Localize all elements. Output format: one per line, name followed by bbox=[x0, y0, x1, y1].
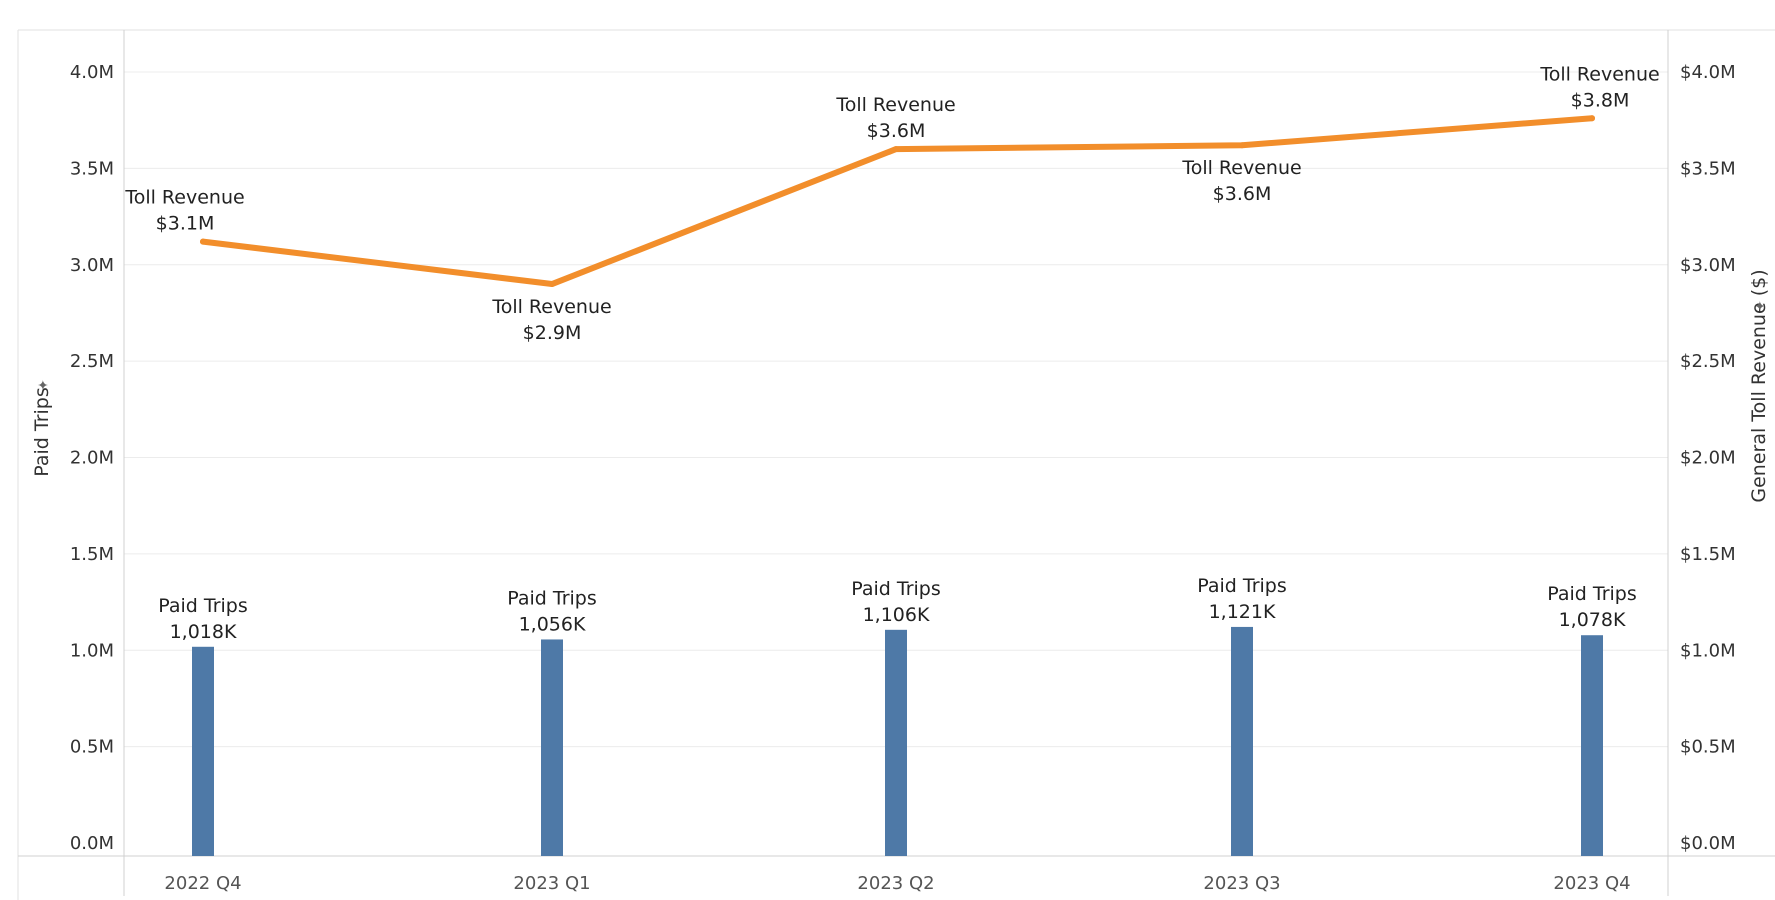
pin-icon[interactable]: ✦ bbox=[36, 379, 52, 391]
right-tick-label: $2.0M bbox=[1680, 448, 1736, 469]
category-label: 2023 Q2 bbox=[857, 873, 934, 894]
right-tick-label: $2.5M bbox=[1680, 351, 1736, 372]
toll-revenue-point bbox=[200, 238, 206, 245]
paid-trips-label-value: 1,106K bbox=[863, 604, 930, 626]
toll-revenue-point bbox=[549, 281, 555, 288]
left-tick-label: 2.5M bbox=[70, 351, 114, 372]
right-tick-label: $1.5M bbox=[1680, 544, 1736, 565]
left-tick-label: 0.5M bbox=[70, 737, 114, 758]
paid-trips-label-value: 1,078K bbox=[1559, 609, 1626, 631]
toll-revenue-point bbox=[1239, 142, 1245, 149]
left-axis-title: Paid Trips bbox=[31, 387, 53, 477]
category-labels: 2022 Q4 2023 Q1 2023 Q2 2023 Q3 2023 Q4 bbox=[164, 873, 1630, 894]
category-label: 2023 Q4 bbox=[1553, 873, 1630, 894]
left-tick-label: 3.0M bbox=[70, 255, 114, 276]
toll-revenue-label-value: $3.6M bbox=[1213, 183, 1272, 205]
paid-trips-bar bbox=[1581, 635, 1603, 856]
left-axis-title-group: Paid Trips bbox=[31, 387, 53, 477]
toll-revenue-point bbox=[893, 146, 899, 153]
toll-revenue-label-name: Toll Revenue bbox=[124, 187, 244, 209]
toll-revenue-label-value: $3.1M bbox=[156, 213, 215, 235]
paid-trips-bar bbox=[885, 629, 907, 856]
paid-trips-bar bbox=[192, 646, 214, 856]
toll-revenue-label-name: Toll Revenue bbox=[1181, 157, 1301, 179]
paid-trips-label-name: Paid Trips bbox=[1547, 583, 1637, 605]
right-axis-title-group: General Toll Revenue ($) bbox=[1748, 269, 1770, 502]
category-label: 2023 Q1 bbox=[513, 873, 590, 894]
paid-trips-bar bbox=[1231, 626, 1253, 856]
toll-revenue-point bbox=[1589, 115, 1595, 122]
toll-revenue-data-labels: Toll Revenue $3.1M Toll Revenue $2.9M Toll R… bbox=[124, 63, 1659, 344]
right-tick-label: $4.0M bbox=[1680, 62, 1736, 83]
toll-revenue-series-line bbox=[200, 115, 1595, 288]
left-tick-label: 1.0M bbox=[70, 640, 114, 661]
paid-trips-bars bbox=[192, 626, 1603, 856]
category-label: 2023 Q3 bbox=[1203, 873, 1280, 894]
pin-icon[interactable]: ✦ bbox=[1753, 300, 1769, 312]
category-label: 2022 Q4 bbox=[164, 873, 241, 894]
paid-trips-data-labels: Paid Trips 1,018K Paid Trips 1,056K Paid Tri… bbox=[158, 575, 1637, 643]
toll-revenue-label-value: $3.8M bbox=[1571, 89, 1630, 111]
toll-revenue-label-name: Toll Revenue bbox=[1539, 63, 1659, 85]
left-tick-label: 1.5M bbox=[70, 544, 114, 565]
left-tick-label: 4.0M bbox=[70, 62, 114, 83]
paid-trips-bar bbox=[541, 639, 563, 856]
paid-trips-label-value: 1,121K bbox=[1209, 601, 1276, 623]
paid-trips-label-value: 1,056K bbox=[519, 613, 586, 635]
right-tick-label: $3.0M bbox=[1680, 255, 1736, 276]
right-tick-label: $0.0M bbox=[1680, 833, 1736, 854]
right-axis-ticks: $0.0M $0.5M $1.0M $1.5M $2.0M $2.5M $3.0M $3.5M… bbox=[1680, 62, 1736, 854]
left-axis-ticks: 0.0M 0.5M 1.0M 1.5M 2.0M 2.5M 3.0M 3.5M 4.0M bbox=[70, 62, 114, 854]
paid-trips-label-name: Paid Trips bbox=[158, 595, 248, 617]
paid-trips-label-name: Paid Trips bbox=[851, 578, 941, 600]
right-tick-label: $3.5M bbox=[1680, 158, 1736, 179]
paid-trips-label-name: Paid Trips bbox=[1197, 575, 1287, 597]
left-tick-label: 2.0M bbox=[70, 448, 114, 469]
toll-revenue-label-name: Toll Revenue bbox=[491, 296, 611, 318]
toll-revenue-label-value: $3.6M bbox=[867, 120, 926, 142]
toll-revenue-label-value: $2.9M bbox=[523, 322, 582, 344]
toll-revenue-line bbox=[200, 115, 1595, 288]
paid-trips-label-value: 1,018K bbox=[170, 621, 237, 643]
left-tick-label: 0.0M bbox=[70, 833, 114, 854]
right-tick-label: $0.5M bbox=[1680, 737, 1736, 758]
right-axis-title: General Toll Revenue ($) bbox=[1748, 269, 1770, 502]
right-tick-label: $1.0M bbox=[1680, 640, 1736, 661]
paid-trips-label-name: Paid Trips bbox=[507, 587, 597, 609]
right-axis-pin-group: ✦ bbox=[1753, 300, 1769, 312]
left-tick-label: 3.5M bbox=[70, 158, 114, 179]
toll-revenue-label-name: Toll Revenue bbox=[835, 94, 955, 116]
left-axis-pin-group: ✦ bbox=[36, 379, 52, 391]
